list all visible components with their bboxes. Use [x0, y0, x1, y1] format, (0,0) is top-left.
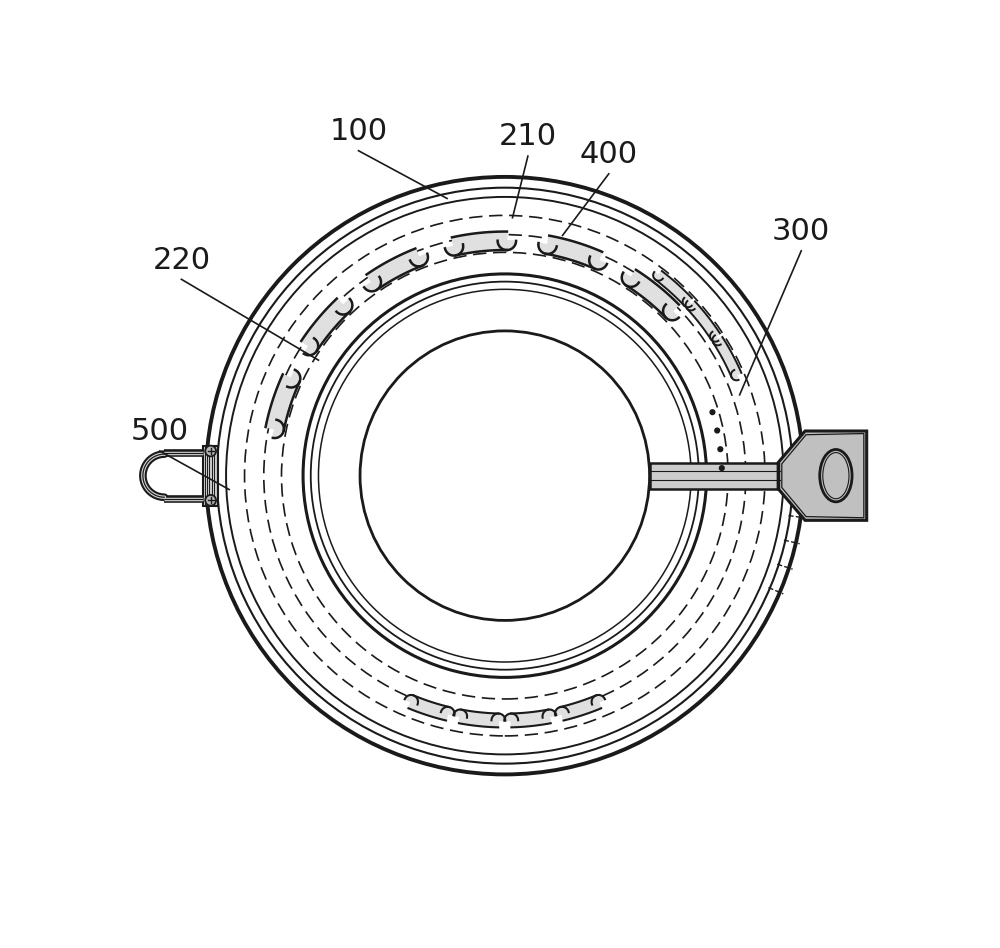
- Circle shape: [205, 446, 216, 456]
- Polygon shape: [592, 695, 605, 704]
- Text: 400: 400: [580, 140, 638, 169]
- Polygon shape: [653, 272, 663, 281]
- Polygon shape: [560, 696, 601, 720]
- Polygon shape: [273, 420, 284, 438]
- Polygon shape: [542, 709, 556, 718]
- Polygon shape: [712, 336, 721, 345]
- Polygon shape: [445, 245, 463, 256]
- Polygon shape: [687, 301, 720, 339]
- Polygon shape: [453, 709, 467, 718]
- Polygon shape: [408, 696, 449, 720]
- Polygon shape: [655, 271, 692, 305]
- Bar: [203, 446, 218, 505]
- Polygon shape: [441, 707, 455, 716]
- Polygon shape: [367, 248, 422, 290]
- Polygon shape: [336, 299, 352, 315]
- Polygon shape: [778, 431, 867, 520]
- Circle shape: [709, 410, 716, 415]
- Polygon shape: [410, 254, 428, 266]
- Polygon shape: [683, 298, 692, 307]
- Text: 220: 220: [152, 246, 210, 275]
- Polygon shape: [663, 304, 679, 320]
- Polygon shape: [555, 707, 569, 716]
- Polygon shape: [546, 236, 602, 269]
- Polygon shape: [301, 299, 350, 351]
- Polygon shape: [710, 332, 718, 341]
- Polygon shape: [589, 257, 607, 269]
- Circle shape: [719, 465, 725, 471]
- Polygon shape: [452, 231, 507, 255]
- Polygon shape: [364, 277, 381, 291]
- Circle shape: [205, 495, 216, 505]
- Polygon shape: [686, 301, 695, 310]
- Polygon shape: [731, 370, 739, 380]
- Text: 100: 100: [329, 118, 388, 146]
- Polygon shape: [491, 714, 505, 720]
- Bar: [650, 463, 780, 489]
- Text: 300: 300: [772, 217, 830, 246]
- Circle shape: [717, 447, 723, 452]
- Polygon shape: [538, 243, 557, 254]
- Polygon shape: [405, 695, 418, 704]
- Polygon shape: [287, 370, 300, 388]
- Polygon shape: [266, 374, 300, 430]
- Polygon shape: [622, 273, 639, 287]
- Polygon shape: [504, 714, 518, 720]
- Polygon shape: [498, 241, 516, 250]
- Polygon shape: [626, 270, 679, 318]
- Text: 210: 210: [499, 122, 557, 152]
- Circle shape: [714, 428, 720, 433]
- Polygon shape: [304, 338, 318, 356]
- Text: 500: 500: [131, 417, 189, 447]
- Polygon shape: [459, 710, 499, 727]
- Polygon shape: [713, 337, 741, 377]
- Polygon shape: [511, 710, 551, 727]
